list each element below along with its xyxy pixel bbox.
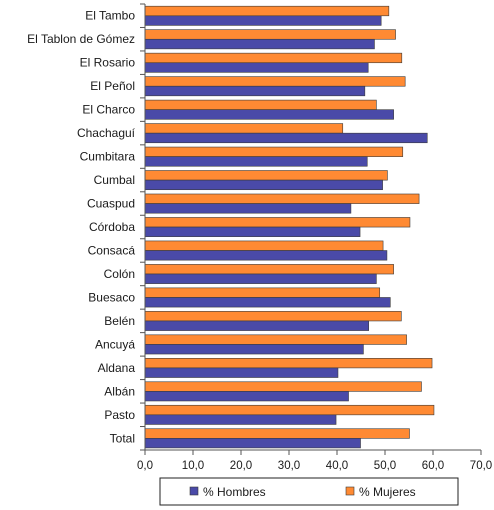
bar-mujeres-cuaspud bbox=[144, 193, 420, 204]
legend-label-mujeres: % Mujeres bbox=[359, 485, 416, 499]
bar-hombres-chachagui bbox=[144, 132, 428, 144]
category-label-cumbitara: Cumbitara bbox=[80, 150, 136, 164]
bar-mujeres-aldana bbox=[144, 358, 433, 369]
bar-mujeres-cordoba bbox=[144, 217, 411, 228]
bar-hombres-pasto bbox=[144, 414, 337, 425]
x-tick-label: 60,0 bbox=[422, 460, 444, 472]
category-label-consaca: Consacá bbox=[88, 243, 136, 257]
x-tick-label: 10,0 bbox=[182, 460, 204, 472]
bar-mujeres-cumbitara bbox=[144, 146, 404, 157]
bar-hombres-aldana bbox=[144, 367, 339, 378]
x-tick-label: 30,0 bbox=[278, 460, 300, 472]
category-labels: El Tambo El Tablon de Gómez El Rosario El P… bbox=[27, 9, 136, 446]
x-tick-label: 20,0 bbox=[230, 460, 252, 472]
bars-layer bbox=[144, 5, 435, 449]
bar-mujeres-consaca bbox=[144, 240, 384, 251]
category-label-ancuya: Ancuyá bbox=[95, 337, 135, 351]
bar-mujeres-colon bbox=[144, 264, 394, 275]
bar-mujeres-el-charco bbox=[144, 99, 377, 110]
x-tick-label: 50,0 bbox=[374, 460, 396, 472]
bar-hombres-el-tambo bbox=[144, 15, 382, 26]
bar-mujeres-chachagui bbox=[144, 123, 344, 134]
bar-mujeres-cumbal bbox=[144, 170, 388, 181]
category-label-el-tambo: El Tambo bbox=[85, 9, 135, 23]
bar-hombres-ancuya bbox=[144, 344, 364, 355]
bar-hombres-el-penol bbox=[144, 85, 366, 97]
bar-mujeres-ancuya bbox=[144, 334, 407, 345]
bar-mujeres-el-tablon-de-gomez bbox=[144, 29, 396, 40]
legend: % Hombres % Mujeres bbox=[159, 477, 459, 506]
category-label-el-charco: El Charco bbox=[82, 103, 135, 117]
category-label-colon: Colón bbox=[104, 267, 135, 281]
tick-labels: 0,0 10,0 20,0 30,0 40,0 50,0 60,0 70,0 bbox=[137, 460, 492, 472]
bar-hombres-colon bbox=[144, 273, 377, 284]
bar-hombres-buesaco bbox=[144, 297, 391, 308]
category-label-chachagui: Chachaguí bbox=[77, 126, 136, 140]
bar-hombres-cuaspud bbox=[144, 203, 352, 214]
bar-hombres-el-tablon-de-gomez bbox=[144, 38, 375, 50]
x-tick-label: 70,0 bbox=[470, 460, 492, 472]
category-label-aldana: Aldana bbox=[98, 361, 136, 375]
legend-label-hombres: % Hombres bbox=[203, 485, 266, 499]
bar-hombres-el-charco bbox=[144, 109, 394, 120]
legend-box bbox=[159, 477, 459, 506]
bar-hombres-cordoba bbox=[144, 226, 361, 237]
category-label-cumbal: Cumbal bbox=[94, 173, 135, 187]
bar-hombres-consaca bbox=[144, 250, 388, 261]
bar-mujeres-el-tambo bbox=[144, 5, 390, 17]
bar-mujeres-pasto bbox=[144, 404, 435, 416]
category-label-alban: Albán bbox=[104, 384, 135, 398]
x-tick-label: 0,0 bbox=[137, 460, 153, 472]
bar-mujeres-el-penol bbox=[144, 76, 406, 87]
category-label-cordoba: Córdoba bbox=[89, 220, 135, 234]
bar-mujeres-total bbox=[144, 428, 410, 439]
legend-swatch-mujeres bbox=[345, 486, 355, 496]
bar-hombres-cumbal bbox=[144, 179, 383, 191]
bar-hombres-el-rosario bbox=[144, 62, 369, 73]
x-tick-label: 40,0 bbox=[326, 460, 348, 472]
category-label-cuaspud: Cuaspud bbox=[87, 197, 135, 211]
bar-mujeres-belen bbox=[144, 311, 402, 322]
axes-layer bbox=[140, 3, 482, 455]
category-label-buesaco: Buesaco bbox=[88, 290, 135, 304]
bar-mujeres-el-rosario bbox=[144, 52, 403, 64]
category-label-pasto: Pasto bbox=[104, 408, 135, 422]
legend-swatch-hombres bbox=[189, 486, 199, 496]
bar-hombres-alban bbox=[144, 391, 349, 402]
category-label-el-penol: El Peñol bbox=[90, 79, 135, 93]
bar-hombres-belen bbox=[144, 320, 369, 331]
bar-mujeres-buesaco bbox=[144, 287, 381, 298]
category-label-el-rosario: El Rosario bbox=[80, 56, 136, 70]
bar-hombres-cumbitara bbox=[144, 156, 368, 167]
bar-hombres-total bbox=[144, 438, 361, 449]
bar-mujeres-alban bbox=[144, 381, 422, 392]
category-label-el-tablon-de-gomez: El Tablon de Gómez bbox=[27, 32, 135, 46]
category-label-total: Total bbox=[110, 431, 135, 445]
category-label-belen: Belén bbox=[104, 314, 135, 328]
